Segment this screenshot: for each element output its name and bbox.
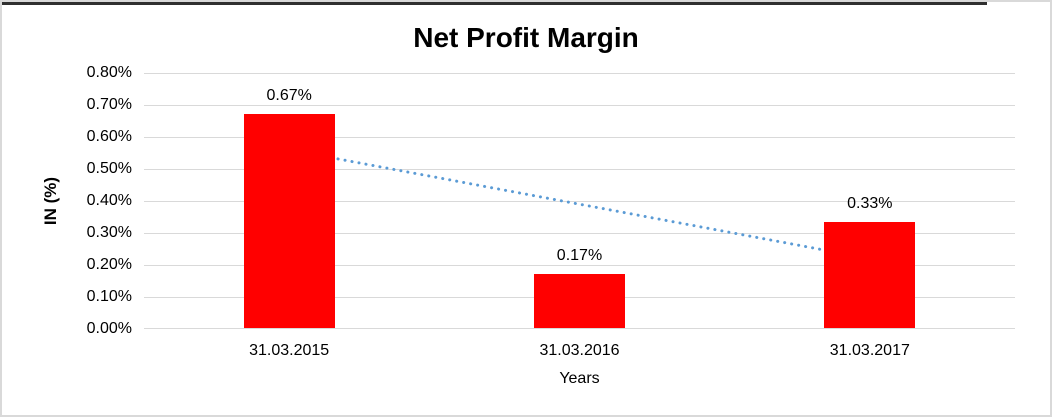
y-tick-label: 0.30% <box>86 224 132 241</box>
bar-data-label: 0.17% <box>556 246 603 264</box>
y-tick-label: 0.60% <box>86 128 132 145</box>
top-border-line <box>2 2 987 5</box>
x-axis-title: Years <box>559 370 600 387</box>
chart-title: Net Profit Margin <box>413 22 639 53</box>
x-tick-label: 31.03.2015 <box>249 342 330 359</box>
y-tick-label: 0.70% <box>86 96 132 113</box>
y-tick-label: 0.80% <box>86 64 132 81</box>
bar <box>243 113 335 328</box>
x-tick-label: 31.03.2016 <box>539 342 620 359</box>
y-tick-label: 0.50% <box>86 160 132 177</box>
bar-data-label: 0.67% <box>266 86 312 104</box>
y-tick-label: 0.40% <box>86 192 132 209</box>
plot-area: 0.67% 0.17% 0.33% <box>144 73 1015 329</box>
y-tick-label: 0.20% <box>86 256 132 273</box>
bar <box>534 273 625 328</box>
bar-data-label: 0.33% <box>847 195 893 213</box>
bar <box>824 222 916 328</box>
y-tick-label: 0.10% <box>86 288 132 305</box>
y-tick-label: 0.00% <box>86 320 132 337</box>
x-tick-label: 31.03.2017 <box>829 342 910 359</box>
trendline-dotted <box>287 148 872 261</box>
